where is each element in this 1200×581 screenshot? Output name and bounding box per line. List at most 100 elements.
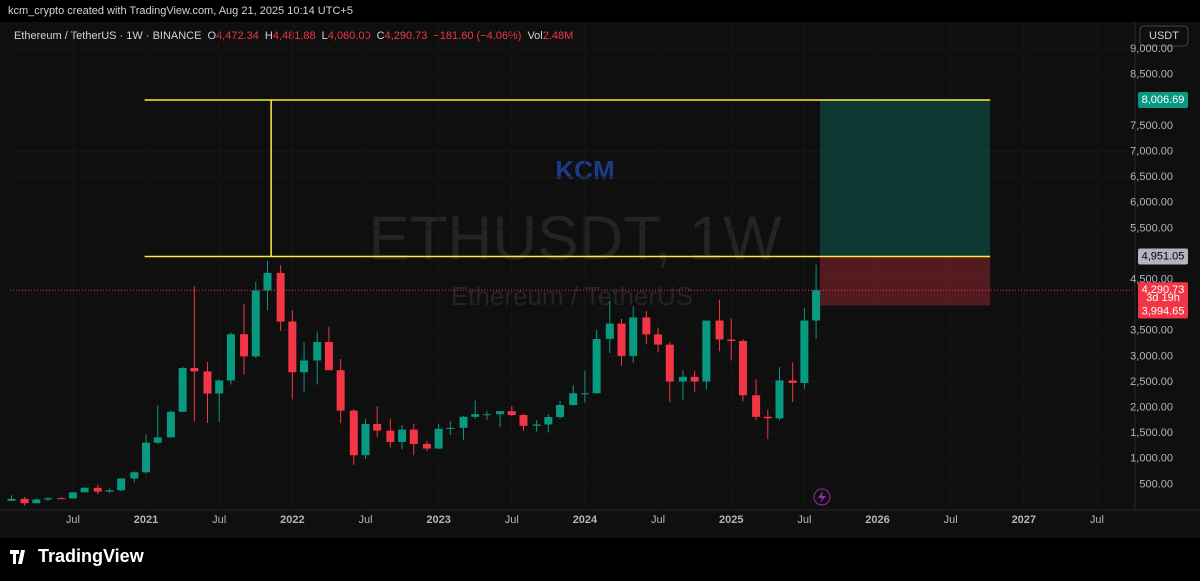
- vol-key: Vol: [527, 30, 542, 42]
- y-tick-label: 7,000.00: [1130, 145, 1173, 157]
- candle-body: [361, 423, 370, 456]
- candle-body: [532, 424, 541, 426]
- candle-body: [665, 344, 674, 382]
- stop-tag-text: 3,994.65: [1142, 305, 1185, 317]
- candle-body: [203, 371, 212, 394]
- candle-body: [812, 290, 821, 321]
- legend-value: 4,290.73: [385, 30, 428, 42]
- candle-body: [349, 410, 358, 456]
- candle-body: [142, 442, 151, 473]
- currency[interactable]: USDT: [1149, 30, 1179, 42]
- x-tick-label: 2022: [280, 514, 304, 526]
- candle-body: [496, 411, 505, 415]
- y-tick-label: 5,500.00: [1130, 222, 1173, 234]
- events-icon[interactable]: [813, 488, 831, 506]
- candle-body: [240, 334, 249, 357]
- watermark-sub: Ethereum / TetherUS: [451, 281, 693, 311]
- x-tick-label: Jul: [651, 514, 665, 526]
- candle-body: [519, 415, 528, 426]
- brand: TradingView: [38, 546, 145, 566]
- y-tick-label: 1,000.00: [1130, 453, 1173, 465]
- candle-body: [153, 437, 162, 443]
- currency-button[interactable]: [1139, 25, 1189, 47]
- candle-body: [752, 395, 761, 417]
- candle-body: [409, 429, 418, 444]
- candle-body: [617, 323, 626, 356]
- legend-value: 4,481.88: [273, 30, 316, 42]
- y-tick-label: 3,000.00: [1130, 350, 1173, 362]
- x-tick-label: Jul: [358, 514, 372, 526]
- candle-body: [178, 368, 187, 412]
- candle-body: [105, 490, 114, 492]
- symbol: Ethereum / TetherUS · 1W · BINANCE: [14, 30, 201, 42]
- candle-body: [556, 405, 565, 418]
- candle-body: [702, 320, 711, 382]
- legend-value: 4,472.34: [216, 30, 259, 42]
- candle-body: [544, 417, 553, 425]
- candle-body: [117, 478, 126, 491]
- candle-body: [300, 360, 309, 373]
- candle-body: [775, 380, 784, 419]
- candle-body: [324, 342, 333, 371]
- candle-body: [130, 472, 139, 479]
- legend-value: 4,060.00: [328, 30, 371, 42]
- stop-zone: [820, 256, 991, 306]
- entry-tag: [1138, 248, 1188, 265]
- candle-body: [7, 498, 16, 501]
- candle-body: [398, 429, 407, 442]
- stop-tag: [1138, 304, 1188, 319]
- candle-body: [226, 334, 235, 381]
- candle-body: [20, 498, 29, 504]
- candle-body: [569, 393, 578, 406]
- watermark: ETHUSDT, 1W: [368, 204, 782, 273]
- candle-body: [459, 416, 468, 428]
- candle-body: [57, 498, 66, 500]
- x-tick-label: 2021: [134, 514, 158, 526]
- candle-body: [507, 411, 516, 416]
- candle-body: [276, 272, 285, 322]
- candle-body: [434, 428, 443, 449]
- legend-key: H: [265, 30, 273, 42]
- x-tick-label: Jul: [66, 514, 80, 526]
- legend-key: C: [377, 30, 385, 42]
- logo: [10, 550, 25, 564]
- y-tick-label: 500.00: [1139, 478, 1173, 490]
- candle-body: [446, 427, 455, 429]
- candle-body: [44, 498, 53, 500]
- candle-body: [93, 487, 102, 492]
- candle-body: [592, 338, 601, 394]
- x-tick-label: 2026: [865, 514, 889, 526]
- x-tick-label: 2025: [719, 514, 743, 526]
- target-zone: [820, 100, 991, 257]
- candle-body: [80, 487, 89, 493]
- candle-body: [580, 393, 589, 395]
- target-tag-text: 8,006.69: [1142, 94, 1185, 106]
- symbol-legend: Ethereum / TetherUS · 1W · BINANCE O4,472…: [14, 30, 573, 42]
- candle-body: [738, 341, 747, 396]
- x-tick-label: 2024: [573, 514, 598, 526]
- candle-body: [654, 334, 663, 345]
- bottom-bar: [0, 538, 1200, 581]
- candle-body: [190, 368, 199, 372]
- vol: 2.48M: [543, 30, 574, 42]
- x-tick-label: 2023: [426, 514, 450, 526]
- candle-body: [32, 499, 41, 504]
- candle-body: [288, 321, 297, 373]
- y-tick-label: 7,500.00: [1130, 120, 1173, 132]
- top-bar: [0, 0, 1200, 22]
- candle-body: [715, 320, 724, 340]
- y-tick-label: 6,000.00: [1130, 197, 1173, 209]
- candle-body: [763, 416, 772, 419]
- candle-body: [642, 317, 651, 335]
- candle-body: [313, 342, 322, 361]
- candle-body: [166, 411, 175, 438]
- last-tag: [1138, 282, 1188, 306]
- y-tick-label: 9,000.00: [1130, 43, 1173, 55]
- x-tick-label: Jul: [944, 514, 958, 526]
- legend-key: O: [207, 30, 216, 42]
- x-tick-label: Jul: [505, 514, 519, 526]
- candle-body: [422, 443, 431, 449]
- x-tick-label: Jul: [797, 514, 811, 526]
- entry-tag-text: 4,951.05: [1142, 250, 1185, 262]
